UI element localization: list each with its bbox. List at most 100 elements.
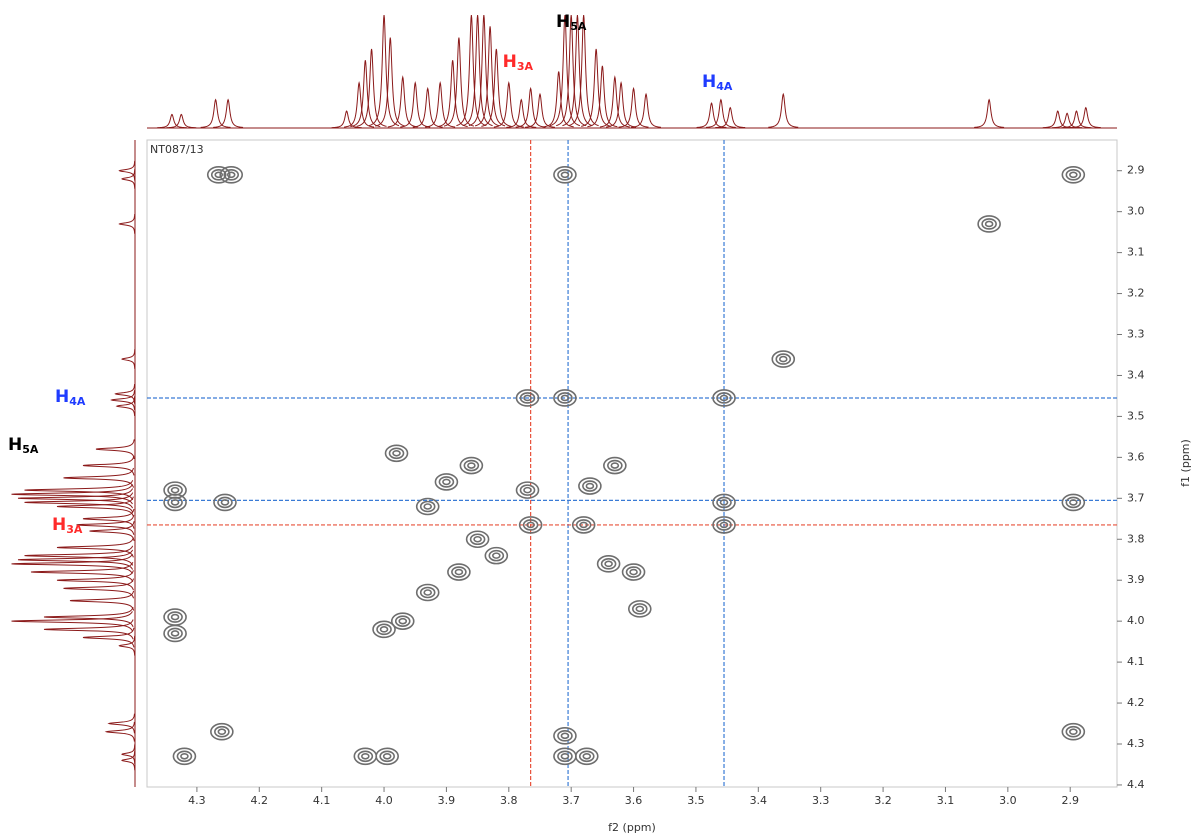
projection-peak [115,396,136,417]
projection-peak [200,98,231,128]
cross-peak [607,459,623,472]
projection-peak [768,92,799,128]
cross-peak [361,752,370,760]
cross-peak [172,747,197,766]
cross-peak [394,615,411,627]
cross-peak [213,493,237,512]
projection-peak [82,627,135,648]
cross-peak [415,497,440,516]
y-tick-label: 3.6 [1127,450,1145,463]
projection-peak [481,48,512,127]
projection-peak [474,26,506,127]
cross-peak [1061,493,1086,512]
cross-peak [390,612,415,630]
cross-peak [220,499,230,506]
cross-peak [170,630,180,637]
label-main: H [52,515,66,535]
label-main: H [556,12,570,32]
cross-peak [423,503,433,510]
y-tick-label: 3.7 [1127,491,1145,504]
cross-peak [392,449,401,457]
cross-peak [610,462,620,469]
cross-peak [585,482,595,490]
projection-peak [213,98,244,128]
projection-peak [387,75,418,128]
cross-peak [469,533,486,546]
projection-peak [549,15,581,127]
left-annotation: H5A [8,435,39,456]
label-main: H [8,435,22,455]
cross-peak [163,493,187,512]
cross-peak [375,747,399,766]
x-tick-label: 4.1 [313,794,331,807]
label-main: H [503,52,517,72]
cross-peak [217,728,227,736]
cross-peak [518,516,543,534]
cross-peak [712,516,736,534]
cross-peak [451,566,467,578]
cross-peak [219,166,244,184]
x-tick-label: 3.0 [999,794,1017,807]
cross-peak [571,516,596,534]
cross-peak [712,493,736,512]
cross-peak [515,389,540,407]
cross-peak [579,521,588,529]
cross-peak [488,549,505,562]
cross-peak [170,486,180,494]
cross-peak [771,350,796,368]
cross-peak [170,613,180,621]
projection-peak [556,15,587,127]
y-tick-label: 2.9 [1127,164,1145,177]
cross-peak [180,752,189,760]
f1-projection [11,140,136,787]
cross-peak [519,484,536,496]
projection-peak [118,635,136,656]
cross-peak [379,626,389,633]
projection-peak [118,160,136,181]
y-tick-label: 3.8 [1127,532,1145,545]
projection-peak [17,488,134,509]
projection-peak [344,80,375,128]
plot-area [147,140,1117,787]
y-tick-label: 3.9 [1127,573,1145,586]
projection-peak [24,492,134,513]
cross-peak [442,478,451,486]
cross-peak [167,496,183,509]
y-tick-label: 4.1 [1127,655,1145,668]
x-tick-label: 3.8 [500,794,518,807]
projection-peak [121,750,136,771]
cross-peak [629,568,638,576]
cross-peak [560,394,570,402]
cross-peak [447,563,471,581]
cross-peak [454,568,464,576]
cross-peak [434,473,459,491]
projection-peak [715,106,746,129]
left-annotation: H3A [52,515,83,536]
cross-peak [621,563,646,581]
cross-peak [384,444,409,463]
projection-peak [104,721,135,742]
projection-peak [568,15,599,127]
projection-peak [121,349,136,369]
cross-peak [716,519,732,531]
cross-peak [170,499,180,506]
cross-peak [596,555,621,573]
label-main: H [55,387,69,407]
projection-peak [350,60,381,128]
cross-peak [398,617,408,625]
cross-peak [484,546,509,565]
cross-peak [557,750,573,763]
projection-peak [1052,112,1083,129]
cross-peak [473,535,482,543]
cross-peak [492,552,501,559]
projection-peak [705,98,736,128]
y-tick-label: 4.4 [1127,778,1145,791]
cross-peak [716,496,732,509]
projection-peak [400,81,431,128]
cross-peak [423,589,433,596]
projection-peak [631,92,662,128]
cross-peak [206,166,231,184]
cross-peak [523,394,532,402]
cross-peak [465,530,490,549]
